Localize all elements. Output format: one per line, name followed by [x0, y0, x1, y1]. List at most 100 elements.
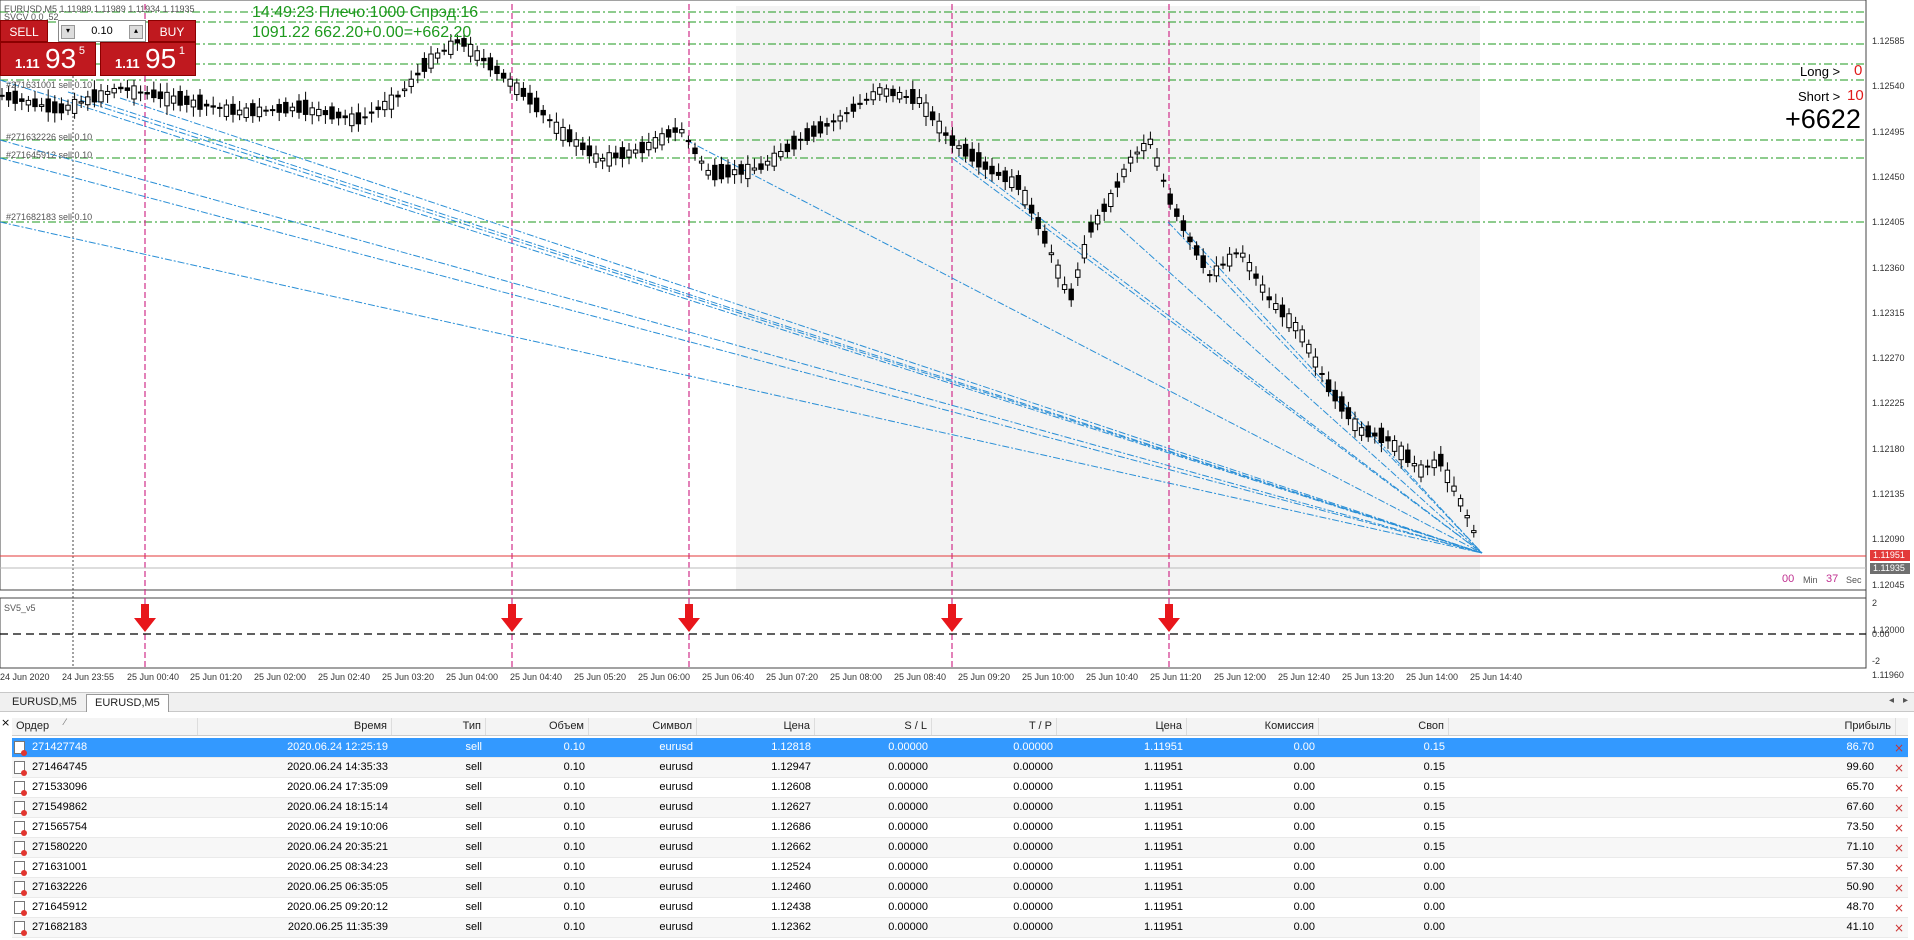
- candle-body: [454, 39, 461, 44]
- candle-body: [804, 128, 810, 141]
- tab-scroll-left-icon[interactable]: ◂: [1888, 695, 1894, 706]
- order-line: [1183, 229, 1483, 554]
- table-row[interactable]: 271580220 2020.06.24 20:35:21 sell 0.10 euru…: [12, 838, 1908, 858]
- table-row[interactable]: 271631001 2020.06.25 08:34:23 sell 0.10 euru…: [12, 858, 1908, 878]
- candle-body: [962, 143, 969, 157]
- column-header[interactable]: Ордер: [12, 718, 198, 735]
- column-header[interactable]: Символ: [589, 718, 697, 735]
- candle-body: [1411, 463, 1418, 467]
- buy-button[interactable]: BUY: [148, 20, 196, 42]
- candle-body: [896, 91, 903, 100]
- close-order-icon[interactable]: ×: [1893, 841, 1905, 855]
- candle-body: [190, 99, 197, 108]
- y-axis-label: 1.12000: [1872, 624, 1905, 635]
- chart-sub-label: SVCV 0.0 .52: [4, 12, 59, 22]
- candle-body: [606, 152, 612, 167]
- x-axis-label: 25 Jun 09:20: [958, 672, 1011, 682]
- candle-body: [916, 97, 923, 104]
- table-cell: 0.00: [1293, 901, 1315, 913]
- tab-eurusd-m5[interactable]: EURUSD,M5: [12, 696, 77, 708]
- candle-body: [1028, 204, 1035, 214]
- candle-body: [38, 104, 45, 107]
- column-header[interactable]: Время: [198, 718, 392, 735]
- table-cell: 1.11951: [1144, 781, 1183, 793]
- volume-up-icon[interactable]: ▴: [129, 25, 143, 39]
- table-cell: 271682183: [32, 921, 88, 933]
- table-cell: 1.11951: [1144, 741, 1183, 753]
- table-row[interactable]: 271533096 2020.06.24 17:35:09 sell 0.10 euru…: [12, 778, 1908, 798]
- column-header[interactable]: Комиссия: [1187, 718, 1319, 735]
- candle-body: [1015, 175, 1022, 190]
- table-row[interactable]: 271632226 2020.06.25 06:35:05 sell 0.10 euru…: [12, 878, 1908, 898]
- buy-price[interactable]: 1.11 95 1: [100, 42, 196, 76]
- tab-eurusd-m5-active[interactable]: EURUSD,M5: [86, 694, 169, 712]
- column-header[interactable]: Прибыль: [1449, 718, 1896, 735]
- total-profit: +6622: [1785, 104, 1861, 134]
- sort-icon[interactable]: ⁄: [64, 718, 66, 728]
- order-icon: [14, 761, 27, 776]
- candle-body: [784, 143, 791, 153]
- column-header[interactable]: Цена: [697, 718, 815, 735]
- candle-body: [151, 89, 157, 99]
- close-order-icon[interactable]: ×: [1893, 821, 1905, 835]
- column-header[interactable]: S / L: [815, 718, 932, 735]
- table-cell: 2020.06.25 06:35:05: [287, 881, 388, 893]
- tab-scroll-right-icon[interactable]: ▸: [1902, 695, 1908, 706]
- price-chart[interactable]: EURUSD,M5 1.11989 1.11989 1.11934 1.1193…: [0, 0, 1914, 726]
- column-header[interactable]: Объем: [486, 718, 589, 735]
- sell-price[interactable]: 1.11 93 5: [0, 42, 96, 76]
- panel-close-icon[interactable]: ×: [1, 716, 11, 729]
- y-axis-label: 1.11960: [1872, 670, 1904, 681]
- volume-down-icon[interactable]: ▾: [61, 25, 75, 39]
- close-order-icon[interactable]: ×: [1893, 861, 1905, 875]
- down-arrow-icon: [678, 604, 700, 632]
- buy-price-pips: 95: [145, 43, 177, 74]
- column-header[interactable]: Своп: [1319, 718, 1449, 735]
- volume-input[interactable]: ▾ 0.10 ▴: [58, 20, 146, 42]
- candle-body: [1167, 193, 1173, 205]
- table-cell: sell: [465, 861, 482, 873]
- candle-body: [467, 43, 474, 57]
- column-header[interactable]: T / P: [932, 718, 1057, 735]
- table-row[interactable]: 271464745 2020.06.24 14:35:33 sell 0.10 euru…: [12, 758, 1908, 778]
- close-order-icon[interactable]: ×: [1893, 781, 1905, 795]
- close-order-icon[interactable]: ×: [1893, 801, 1905, 815]
- candle-body: [1431, 459, 1437, 469]
- column-header[interactable]: Тип: [392, 718, 486, 735]
- table-row[interactable]: 271682183 2020.06.25 11:35:39 sell 0.10 euru…: [12, 918, 1908, 938]
- candle-body: [1451, 485, 1457, 492]
- table-cell: 1.12627: [771, 801, 811, 813]
- table-cell: 65.70: [1846, 781, 1874, 793]
- table-row[interactable]: 271565754 2020.06.24 19:10:06 sell 0.10 euru…: [12, 818, 1908, 838]
- candle-body: [382, 100, 388, 111]
- table-cell: 2020.06.25 09:20:12: [287, 901, 388, 913]
- y-axis-label: 1.12135: [1872, 489, 1905, 499]
- table-row[interactable]: 271549862 2020.06.24 18:15:14 sell 0.10 euru…: [12, 798, 1908, 818]
- candle-body: [1424, 465, 1431, 468]
- table-cell: 271427748: [32, 741, 88, 753]
- candle-body: [230, 103, 236, 115]
- candle-body: [956, 145, 962, 149]
- close-order-icon[interactable]: ×: [1893, 881, 1905, 895]
- table-row[interactable]: 271427748 2020.06.24 12:25:19 sell 0.10 euru…: [12, 738, 1908, 758]
- x-axis-label: 25 Jun 00:40: [127, 672, 180, 682]
- table-row[interactable]: 271645912 2020.06.25 09:20:12 sell 0.10 euru…: [12, 898, 1908, 918]
- ask-price-tag: 1.11935: [1870, 563, 1910, 574]
- close-order-icon[interactable]: ×: [1893, 901, 1905, 915]
- candle-body: [434, 52, 441, 59]
- candle-body: [408, 78, 414, 87]
- table-cell: 0.00: [1423, 901, 1445, 913]
- candle-body: [626, 149, 632, 158]
- table-cell: sell: [465, 901, 482, 913]
- close-order-icon[interactable]: ×: [1893, 741, 1905, 755]
- candle-body: [309, 107, 315, 116]
- table-cell: sell: [465, 741, 482, 753]
- candle-body: [243, 107, 249, 119]
- x-axis-label: 25 Jun 07:20: [766, 672, 819, 682]
- close-order-icon[interactable]: ×: [1893, 761, 1905, 775]
- order-label: #271682183 sell 0.10: [6, 212, 93, 222]
- sell-button[interactable]: SELL: [0, 20, 48, 42]
- column-header[interactable]: Цена: [1057, 718, 1187, 735]
- close-order-icon[interactable]: ×: [1893, 921, 1905, 935]
- candle-body: [646, 141, 652, 151]
